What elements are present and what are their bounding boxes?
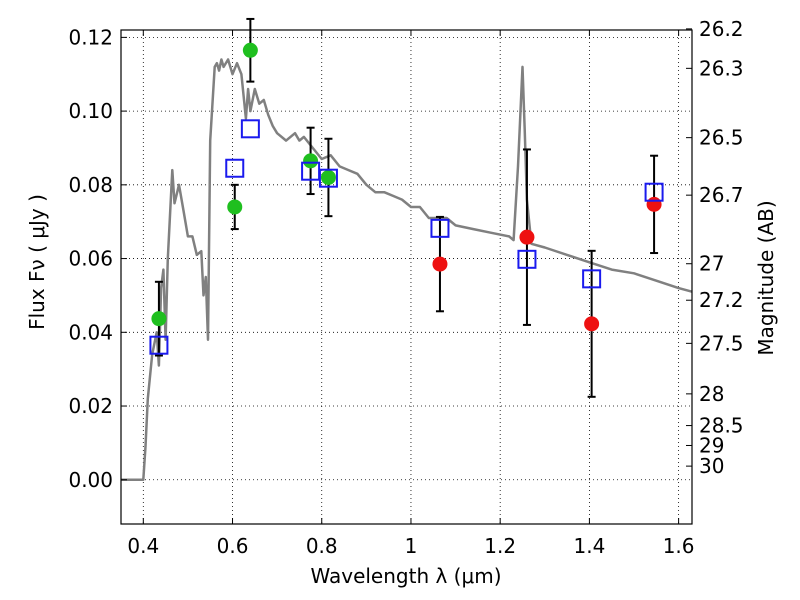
plot-frame — [120, 29, 693, 525]
data-point — [584, 316, 600, 332]
data-point — [646, 196, 662, 212]
plot-area — [121, 17, 693, 482]
x-tick-label: 0.4 — [127, 534, 159, 558]
y2-tick-label: 26.2 — [699, 17, 744, 41]
data-point — [303, 153, 319, 169]
y2-tick-label: 26.5 — [699, 126, 744, 150]
x-axis-label: Wavelength λ (μm) — [310, 564, 501, 588]
data-point — [432, 256, 448, 272]
y2-tick-label: 27 — [699, 252, 724, 276]
model-point — [318, 168, 338, 188]
data-markers — [149, 42, 664, 355]
y2-tick-label: 27.5 — [699, 331, 744, 355]
y2-axis-label: Magnitude (AB) — [754, 200, 778, 355]
y-tick-label: 0.10 — [68, 99, 113, 123]
x-tick-label: 1 — [405, 534, 418, 558]
y-tick-label: 0.00 — [68, 468, 113, 492]
model-point — [149, 335, 169, 355]
model-point — [225, 158, 245, 178]
ticks — [121, 28, 692, 524]
y2-tick-label: 27.2 — [699, 288, 744, 312]
y-tick-label: 0.06 — [68, 247, 113, 271]
model-point — [517, 249, 537, 269]
x-tick-label: 1.4 — [573, 534, 605, 558]
y2-tick-label: 28.5 — [699, 414, 744, 438]
x-tick-label: 0.8 — [306, 534, 338, 558]
model-point — [430, 218, 450, 238]
model-point — [644, 182, 664, 202]
y2-tick-label: 26.7 — [699, 183, 744, 207]
y-tick-label: 0.02 — [68, 394, 113, 418]
model-spectrum-line — [121, 58, 693, 482]
x-tick-label: 1.6 — [663, 534, 695, 558]
data-point — [320, 169, 336, 185]
y-tick-label: 0.08 — [68, 173, 113, 197]
x-tick-label: 0.6 — [217, 534, 249, 558]
model-spectrum — [121, 58, 693, 482]
data-point — [151, 311, 167, 327]
x-tick-label: 1.2 — [484, 534, 516, 558]
model-point — [582, 269, 602, 289]
data-point — [519, 229, 535, 245]
model-point — [240, 119, 260, 139]
y2-tick-label: 29 — [699, 433, 724, 457]
data-point — [242, 42, 258, 58]
y-tick-label: 0.12 — [68, 25, 113, 49]
y2-tick-label: 26.3 — [699, 56, 744, 80]
y-tick-labels: 0.00 0.02 0.04 0.06 0.08 0.10 0.12 — [68, 25, 113, 491]
y-tick-label: 0.04 — [68, 320, 113, 344]
y2-tick-label: 28 — [699, 382, 724, 406]
data-point — [227, 199, 243, 215]
x-tick-labels: 0.4 0.6 0.8 1 1.2 1.4 1.6 — [127, 534, 694, 558]
y2-tick-label: 30 — [699, 454, 724, 478]
y-axis-label: Flux Fν ( μJy ) — [25, 194, 49, 330]
